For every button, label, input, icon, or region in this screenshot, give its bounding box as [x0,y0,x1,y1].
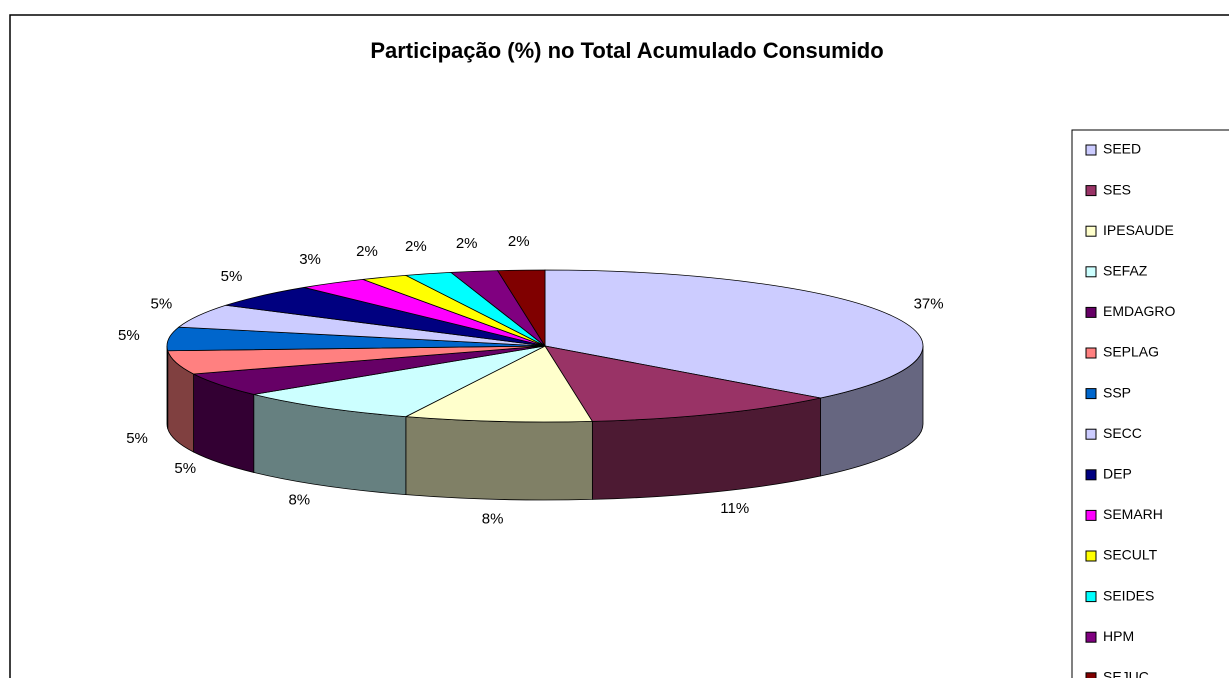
data-label: 3% [299,251,321,268]
legend-swatch [1085,672,1097,678]
data-label: 11% [720,500,749,517]
legend-swatch [1085,225,1097,237]
chart-title: Participação (%) no Total Acumulado Cons… [370,38,883,63]
data-label: 2% [356,243,378,260]
legend-swatch [1085,591,1097,603]
data-label: 8% [482,510,504,527]
legend-label: SECULT [1103,547,1158,563]
legend-swatch [1085,469,1097,481]
data-label: 2% [456,235,478,252]
legend-swatch [1085,306,1097,318]
legend-swatch [1085,266,1097,278]
legend-swatch [1085,550,1097,562]
legend-swatch [1085,388,1097,400]
legend-swatch [1085,509,1097,521]
data-label: 5% [151,296,173,313]
legend-label: IPESAUDE [1103,222,1174,238]
legend-swatch [1085,347,1097,359]
legend-label: DEP [1103,466,1132,482]
legend-label: EMDAGRO [1103,303,1175,319]
legend-label: SEED [1103,141,1141,157]
pie-slice [544,269,924,399]
pie-slice [253,345,546,418]
data-label: 5% [221,268,243,285]
legend-box [1071,129,1229,678]
data-label: 5% [174,460,196,477]
pie-slice [225,287,546,347]
pie-slice-side [166,345,169,429]
data-label: 2% [405,238,427,255]
data-label: 2% [508,233,530,250]
legend-label: SEMARH [1103,506,1163,522]
legend-label: SES [1103,181,1131,197]
legend-label: SEFAZ [1103,263,1148,279]
data-label: 8% [288,491,310,508]
pie-slice [404,345,594,423]
data-label: 5% [118,327,140,344]
legend-label: SEIDES [1103,587,1154,603]
data-label: 5% [126,430,148,447]
legend-label: HPM [1103,628,1134,644]
pie-slice [496,269,546,348]
legend-label: SSP [1103,384,1131,400]
legend-swatch [1085,185,1097,197]
legend-swatch [1085,144,1097,156]
pie-slice-side [405,416,593,501]
legend-label: SECC [1103,425,1142,441]
legend-label: SEJUC [1103,669,1149,678]
pie-slice [544,345,821,422]
legend-label: SEPLAG [1103,344,1159,360]
legend-swatch [1085,631,1097,643]
legend-swatch [1085,428,1097,440]
data-label: 37% [914,296,944,313]
